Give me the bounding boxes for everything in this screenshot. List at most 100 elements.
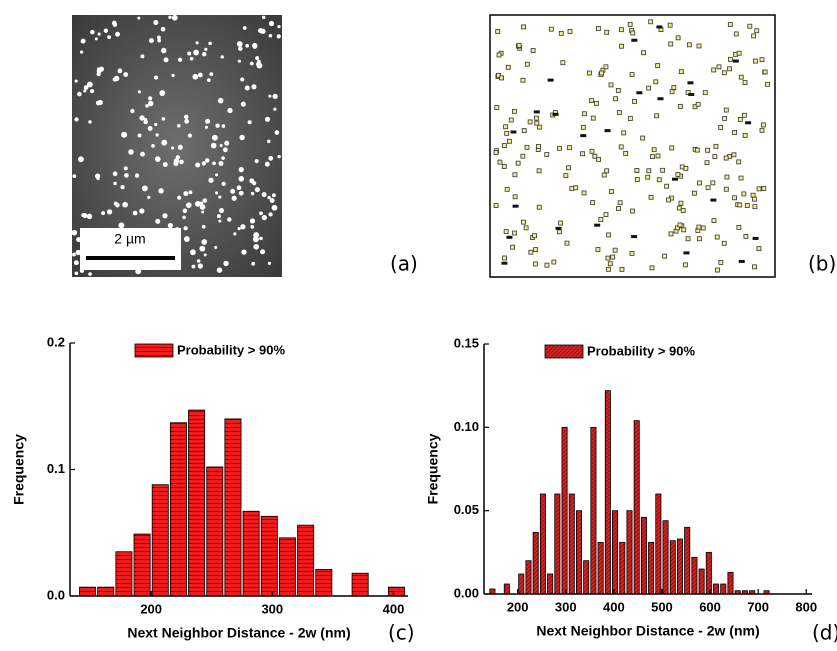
particle-box [609,189,614,194]
particle [86,81,93,88]
particle [80,50,84,54]
particle [94,37,98,41]
particle [137,90,141,94]
particle [96,72,101,77]
particle-box [714,234,720,240]
particle-box [759,127,765,133]
particle [153,20,159,26]
particle [249,61,254,66]
bar [575,510,582,595]
particle-box [544,262,550,268]
particle-box [681,227,687,233]
particle-box [592,153,598,159]
particle [72,252,76,257]
cluster [752,236,759,240]
bar [518,573,525,595]
particle-box [741,191,747,197]
particle-box [566,165,571,171]
particle [188,190,193,195]
bar [97,586,115,597]
particle [173,160,179,166]
particle [167,222,173,229]
particle-box [596,157,601,162]
particle [107,35,112,40]
particle-box [718,259,724,265]
particle-box [668,231,674,237]
particle [264,116,271,122]
particle [271,193,276,198]
particle-box [520,77,526,83]
particle [220,55,224,59]
cluster [732,59,739,63]
particle-box [662,253,668,259]
particle-box [494,105,500,110]
particle-box [653,79,659,85]
particle-box [573,185,579,191]
particle [117,68,123,74]
particle [218,219,222,223]
particle [227,217,232,222]
particle-box [741,112,747,118]
particle-box [601,172,607,178]
particle [218,208,225,214]
particle-box [723,107,729,113]
particle-box [501,164,507,169]
particle-box [603,212,609,218]
bar [503,583,510,595]
x-tick-label: 300 [555,599,577,614]
particle [240,101,246,107]
particle-box [696,224,702,230]
particle [139,115,145,121]
particle-box [630,208,635,214]
particle-box [564,240,570,246]
bar [547,573,554,595]
bar [351,572,369,597]
cluster [672,177,679,181]
particle [154,122,158,127]
particle-box [615,88,621,93]
particle [112,77,117,82]
bar [626,510,633,595]
particle-box [721,240,727,246]
particle [267,261,272,265]
particle [113,201,118,206]
particle-box [493,150,499,155]
particle [95,100,101,106]
particle-box [496,52,502,58]
particle-box [515,160,521,166]
particle-box [722,116,728,121]
particle [142,185,148,192]
x-tick-label: 600 [699,599,721,614]
particle-box [520,153,526,159]
particle-box [744,203,750,208]
particle [123,166,128,171]
particle-box [640,135,646,141]
particle-box [521,219,526,225]
particle [259,236,263,241]
particle [194,200,201,207]
cluster [656,25,663,29]
particle-box [736,225,742,230]
particle [190,249,196,256]
particle-box [762,69,768,75]
particle-box [705,147,711,153]
cluster [631,38,638,42]
particle [177,144,183,150]
particle [89,89,95,94]
particle-box [666,197,671,203]
y-tick-label: 0.10 [454,419,479,434]
bar [590,426,597,595]
particle [90,29,95,35]
particle [250,225,255,229]
particle [154,156,161,162]
particle [183,114,189,120]
particle-box [743,233,749,239]
particle [120,185,125,190]
particle-box [645,174,651,180]
particle [251,261,256,266]
particle-box [646,168,652,174]
particle [221,124,226,128]
particle [237,227,241,231]
particle [261,192,267,198]
particle [187,51,192,56]
